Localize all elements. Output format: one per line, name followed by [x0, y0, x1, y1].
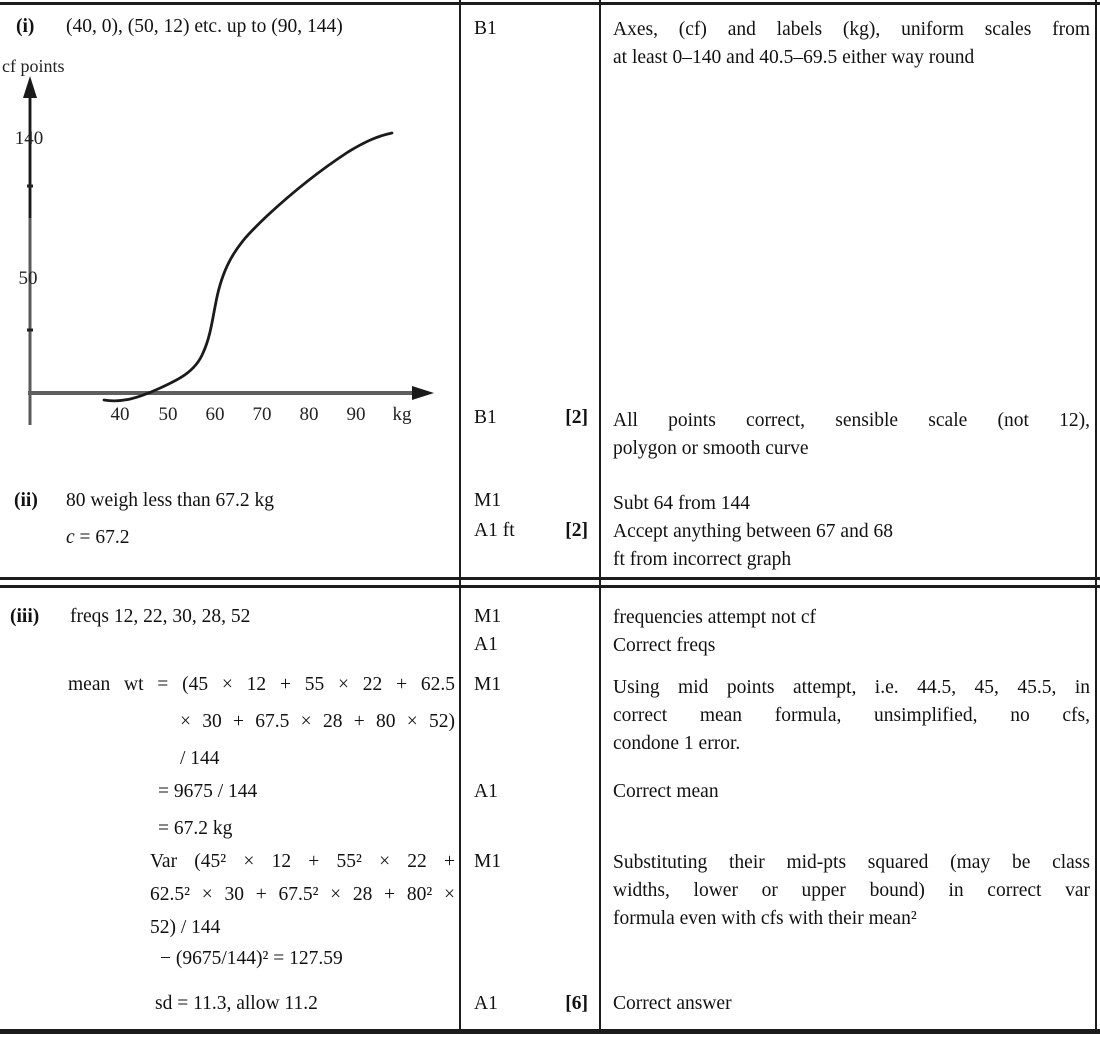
comment-line: Substituting their mid-pts squared (may … — [613, 852, 1090, 873]
column-border-comments — [599, 0, 601, 1031]
part-ii-mark1: M1 — [474, 490, 502, 511]
mean-result1: = 9675 / 144 — [158, 781, 258, 802]
part-iii-mark-var-m: M1 — [474, 851, 502, 872]
table-bottom-border — [0, 1029, 1100, 1034]
x-axis-title: kg — [393, 404, 413, 425]
comment-line: All points correct, sensible scale (not … — [613, 410, 1090, 431]
comment-line: formula even with cfs with their mean² — [613, 908, 917, 929]
part-iii-label: (iii) — [10, 606, 40, 627]
part-ii-mark2: A1 ft — [474, 520, 515, 541]
x-tick-label-70: 70 — [253, 404, 272, 425]
part-iii-comment-var: Substituting their mid-pts squared (may … — [613, 849, 1090, 933]
part-ii-mark2-row: A1 ft [2] — [474, 520, 588, 542]
mean-working-line3: / 144 — [180, 748, 220, 769]
part-iii-answer-freqs: freqs 12, 22, 30, 28, 52 — [70, 606, 251, 627]
comment-line: Axes, (cf) and labels (kg), uniform scal… — [613, 19, 1090, 40]
y-axis-arrow — [23, 76, 37, 98]
part-ii-answer1: 80 weigh less than 67.2 kg — [66, 490, 274, 511]
part-ii-comments: Subt 64 from 144 Accept anything between… — [613, 490, 1090, 574]
variable-c: c — [66, 527, 75, 548]
part-ii-answer2: c = 67.2 — [66, 527, 130, 549]
part-iii-comment-mean: Using mid points attempt, i.e. 44.5, 45,… — [613, 674, 1090, 758]
var-working-line4: − (9675/144)² = 127.59 — [160, 948, 343, 969]
comment-line: Correct freqs — [613, 635, 716, 656]
part-ii-total: [2] — [565, 520, 588, 541]
part-i-comment-points: All points correct, sensible scale (not … — [613, 407, 1090, 463]
comment-line: frequencies attempt not cf — [613, 607, 817, 628]
section-divider-line-2 — [0, 585, 1100, 588]
y-axis-title: cf points — [2, 56, 65, 76]
comment-line: polygon or smooth curve — [613, 438, 809, 459]
y-tick-label-140: 140 — [15, 128, 44, 149]
part-iii-comment-sd: Correct answer — [613, 993, 732, 1014]
x-tick-label-90: 90 — [347, 404, 366, 425]
comment-line: Accept anything between 67 and 68 — [613, 521, 893, 542]
part-i-mark-points: B1 — [474, 407, 497, 428]
comment-line: widths, lower or upper bound) in correct… — [613, 880, 1090, 901]
x-tick-label-50: 50 — [159, 404, 178, 425]
part-iii-mark-sd-a: A1 — [474, 993, 498, 1014]
cf-graph: cf points 140 50 40 50 60 70 80 90 kg — [2, 56, 434, 425]
x-axis-arrow — [412, 386, 434, 400]
var-working-line1: Var (45² × 12 + 55² × 22 + — [150, 851, 455, 872]
part-iii-mark-freqs-a: A1 — [474, 634, 498, 655]
part-iii-total: [6] — [565, 993, 588, 1014]
y-tick-label-50: 50 — [19, 268, 38, 289]
part-ii-label: (ii) — [14, 490, 38, 511]
part-i-label: (i) — [16, 16, 35, 37]
var-working-line2: 62.5² × 30 + 67.5² × 28 + 80² × — [150, 884, 455, 905]
part-iii-comment-mean-correct: Correct mean — [613, 781, 719, 802]
part-iii-comment-freqs: frequencies attempt not cf Correct freqs — [613, 604, 1090, 660]
comment-line: Subt 64 from 144 — [613, 493, 751, 514]
mean-working-line2: × 30 + 67.5 × 28 + 80 × 52) — [180, 711, 455, 732]
column-border-marks — [459, 0, 461, 1031]
var-working-line3: 52) / 144 — [150, 917, 221, 938]
part-i-total: [2] — [565, 407, 588, 428]
comment-line: condone 1 error. — [613, 733, 741, 754]
table-right-border — [1095, 0, 1097, 1031]
cf-curve — [102, 131, 394, 403]
part-iii-mark-freqs-m: M1 — [474, 606, 502, 627]
sd-answer: sd = 11.3, allow 11.2 — [155, 993, 318, 1014]
part-iii-mark-sd-row: A1 [6] — [474, 993, 588, 1015]
comment-line: at least 0–140 and 40.5–69.5 either way … — [613, 47, 975, 68]
section-divider-line-1 — [0, 577, 1100, 580]
comment-line: Using mid points attempt, i.e. 44.5, 45,… — [613, 677, 1090, 698]
comment-line: ft from incorrect graph — [613, 549, 792, 570]
part-i-comment-axes: Axes, (cf) and labels (kg), uniform scal… — [613, 16, 1090, 72]
x-tick-label-40: 40 — [111, 404, 130, 425]
part-i-mark-axes: B1 — [474, 18, 497, 39]
mean-working-line1: mean wt = (45 × 12 + 55 × 22 + 62.5 — [68, 674, 455, 695]
part-i-answer: (40, 0), (50, 12) etc. up to (90, 144) — [66, 16, 343, 37]
mean-result2: = 67.2 kg — [158, 818, 233, 839]
part-iii-mark-mean-a: A1 — [474, 781, 498, 802]
comment-line: correct mean formula, unsimplified, no c… — [613, 705, 1090, 726]
part-ii-answer2-value: = 67.2 — [74, 527, 130, 548]
table-top-border — [0, 2, 1100, 5]
part-i-mark-points-row: B1 [2] — [474, 407, 588, 429]
part-iii-mark-mean-m: M1 — [474, 674, 502, 695]
x-tick-label-80: 80 — [300, 404, 319, 425]
x-tick-label-60: 60 — [206, 404, 225, 425]
